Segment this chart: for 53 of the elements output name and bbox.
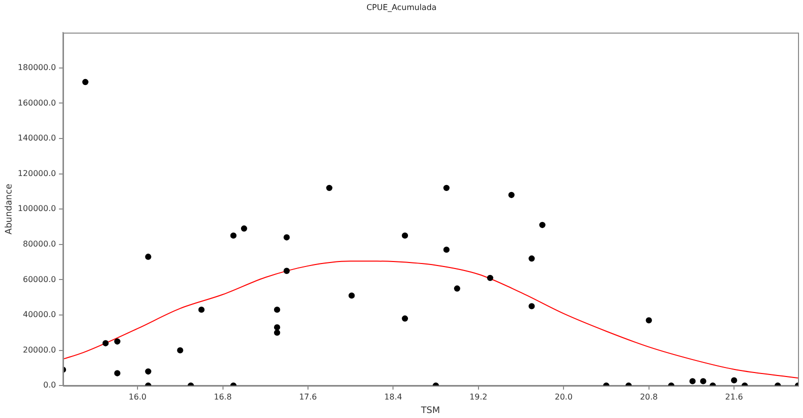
- point: [240, 225, 248, 232]
- x-axis-title: TSM: [420, 406, 440, 416]
- x-tick-label: 16.8: [214, 392, 232, 402]
- point: [539, 222, 546, 228]
- y-tick-label: 20000.0: [22, 345, 56, 354]
- x-tick-label: 17.6: [299, 392, 317, 402]
- point: [274, 306, 280, 313]
- point: [230, 232, 237, 239]
- point: [145, 368, 152, 375]
- chart-title: CPUE_Acumulada: [366, 2, 437, 12]
- x-tick-label: 16.0: [128, 392, 146, 402]
- y-tick-label: 40000.0: [22, 310, 56, 320]
- point: [284, 234, 290, 240]
- point: [454, 285, 460, 292]
- point: [443, 246, 450, 253]
- point: [114, 338, 120, 345]
- point: [689, 378, 696, 384]
- y-tick-label: 0.0: [43, 380, 56, 390]
- point: [177, 347, 184, 354]
- x-tick-label: 19.2: [470, 392, 488, 402]
- point: [700, 378, 706, 384]
- x-tick-label: 21.6: [725, 392, 743, 402]
- point: [145, 254, 152, 260]
- y-tick-label: 140000.0: [18, 134, 56, 143]
- point: [487, 274, 494, 282]
- point: [443, 184, 450, 192]
- y-axis-title: Abundance: [4, 183, 15, 234]
- point: [730, 377, 738, 384]
- point: [198, 306, 205, 313]
- point: [326, 184, 332, 192]
- point: [114, 370, 120, 376]
- y-tick-label: 160000.0: [18, 98, 56, 108]
- point: [646, 317, 652, 324]
- point: [528, 303, 535, 310]
- point: [348, 292, 355, 299]
- point: [274, 330, 280, 336]
- point: [402, 315, 408, 322]
- y-tick-label: 100000.0: [18, 204, 56, 214]
- point: [102, 340, 109, 346]
- point: [274, 324, 280, 330]
- x-tick-label: 20.0: [554, 392, 573, 402]
- x-tick-label: 18.4: [384, 392, 402, 402]
- point: [284, 268, 290, 274]
- y-tick-label: 80000.0: [22, 239, 56, 248]
- y-tick-label: 60000.0: [22, 274, 56, 284]
- point: [402, 232, 408, 239]
- y-tick-label: 180000.0: [18, 62, 56, 72]
- x-tick-label: 20.8: [640, 392, 658, 402]
- point: [508, 192, 515, 198]
- point: [82, 78, 88, 86]
- line-series: [62, 260, 798, 379]
- point: [528, 255, 535, 262]
- y-tick-label: 120000.0: [18, 168, 56, 178]
